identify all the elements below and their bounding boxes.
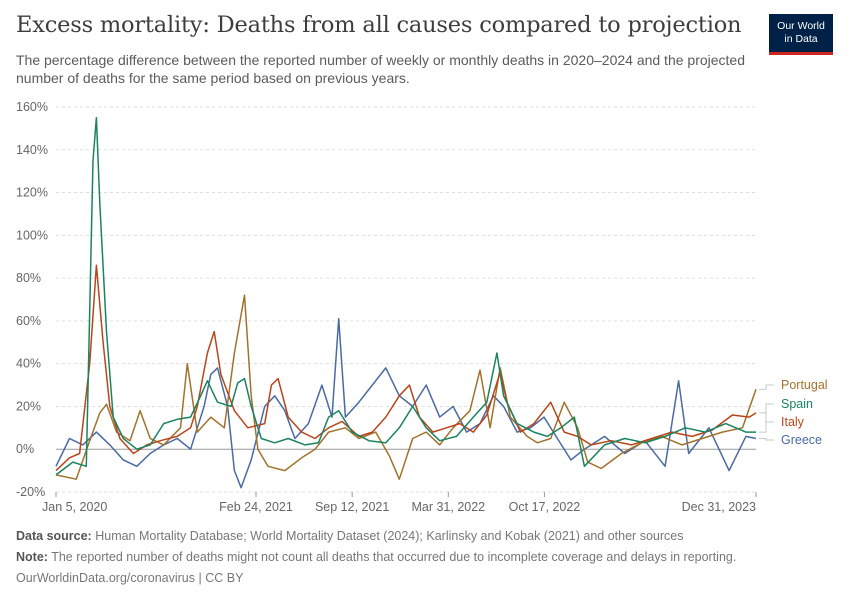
y-tick-label: 80%: [16, 271, 41, 285]
legend-connector: [759, 412, 774, 423]
series-line-italy: [55, 264, 757, 472]
y-tick-label: 140%: [16, 143, 48, 157]
y-tick-label: 0%: [16, 442, 34, 456]
series-label-spain: Spain: [781, 397, 813, 411]
chart-note: Note: The reported number of deaths migh…: [16, 550, 736, 564]
x-tick-label: Sep 12, 2021: [315, 500, 389, 514]
x-tick-label: Oct 17, 2022: [509, 500, 581, 514]
y-tick-label: 120%: [16, 186, 48, 200]
series-line-portugal: [55, 294, 757, 480]
chart-subtitle: The percentage difference between the re…: [16, 52, 746, 86]
logo-line-2: in Data: [784, 33, 818, 45]
y-tick-label: 60%: [16, 314, 41, 328]
series-line-spain: [55, 116, 756, 476]
series-line-greece: [55, 318, 757, 489]
y-tick-label: 160%: [16, 100, 48, 114]
logo-line-1: Our World: [777, 20, 825, 32]
data-source: Data source: Human Mortality Database; W…: [16, 529, 683, 543]
owid-logo[interactable]: Our World in Data: [769, 14, 833, 55]
note-label: Note:: [16, 550, 48, 564]
x-tick-label: Jan 5, 2020: [42, 500, 107, 514]
y-tick-label: 40%: [16, 357, 41, 371]
y-tick-label: 100%: [16, 228, 48, 242]
data-source-label: Data source:: [16, 529, 92, 543]
source-url-text[interactable]: OurWorldinData.org/coronavirus | CC BY: [16, 571, 244, 585]
series-label-greece: Greece: [781, 433, 822, 447]
y-tick-label: -20%: [16, 485, 45, 499]
chart-title: Excess mortality: Deaths from all causes…: [16, 12, 742, 38]
legend-connector: [759, 384, 774, 390]
x-tick-label: Mar 31, 2022: [411, 500, 485, 514]
note-text: The reported number of deaths might not …: [51, 550, 737, 564]
x-tick-label: Dec 31, 2023: [682, 500, 756, 514]
source-url[interactable]: OurWorldinData.org/coronavirus | CC BY: [16, 571, 243, 585]
legend-connector: [759, 438, 774, 441]
series-label-italy: Italy: [781, 415, 805, 429]
x-tick-label: Feb 24, 2021: [219, 500, 293, 514]
data-source-text: Human Mortality Database; World Mortalit…: [95, 529, 684, 543]
series-label-portugal: Portugal: [781, 378, 828, 392]
y-tick-label: 20%: [16, 399, 41, 413]
